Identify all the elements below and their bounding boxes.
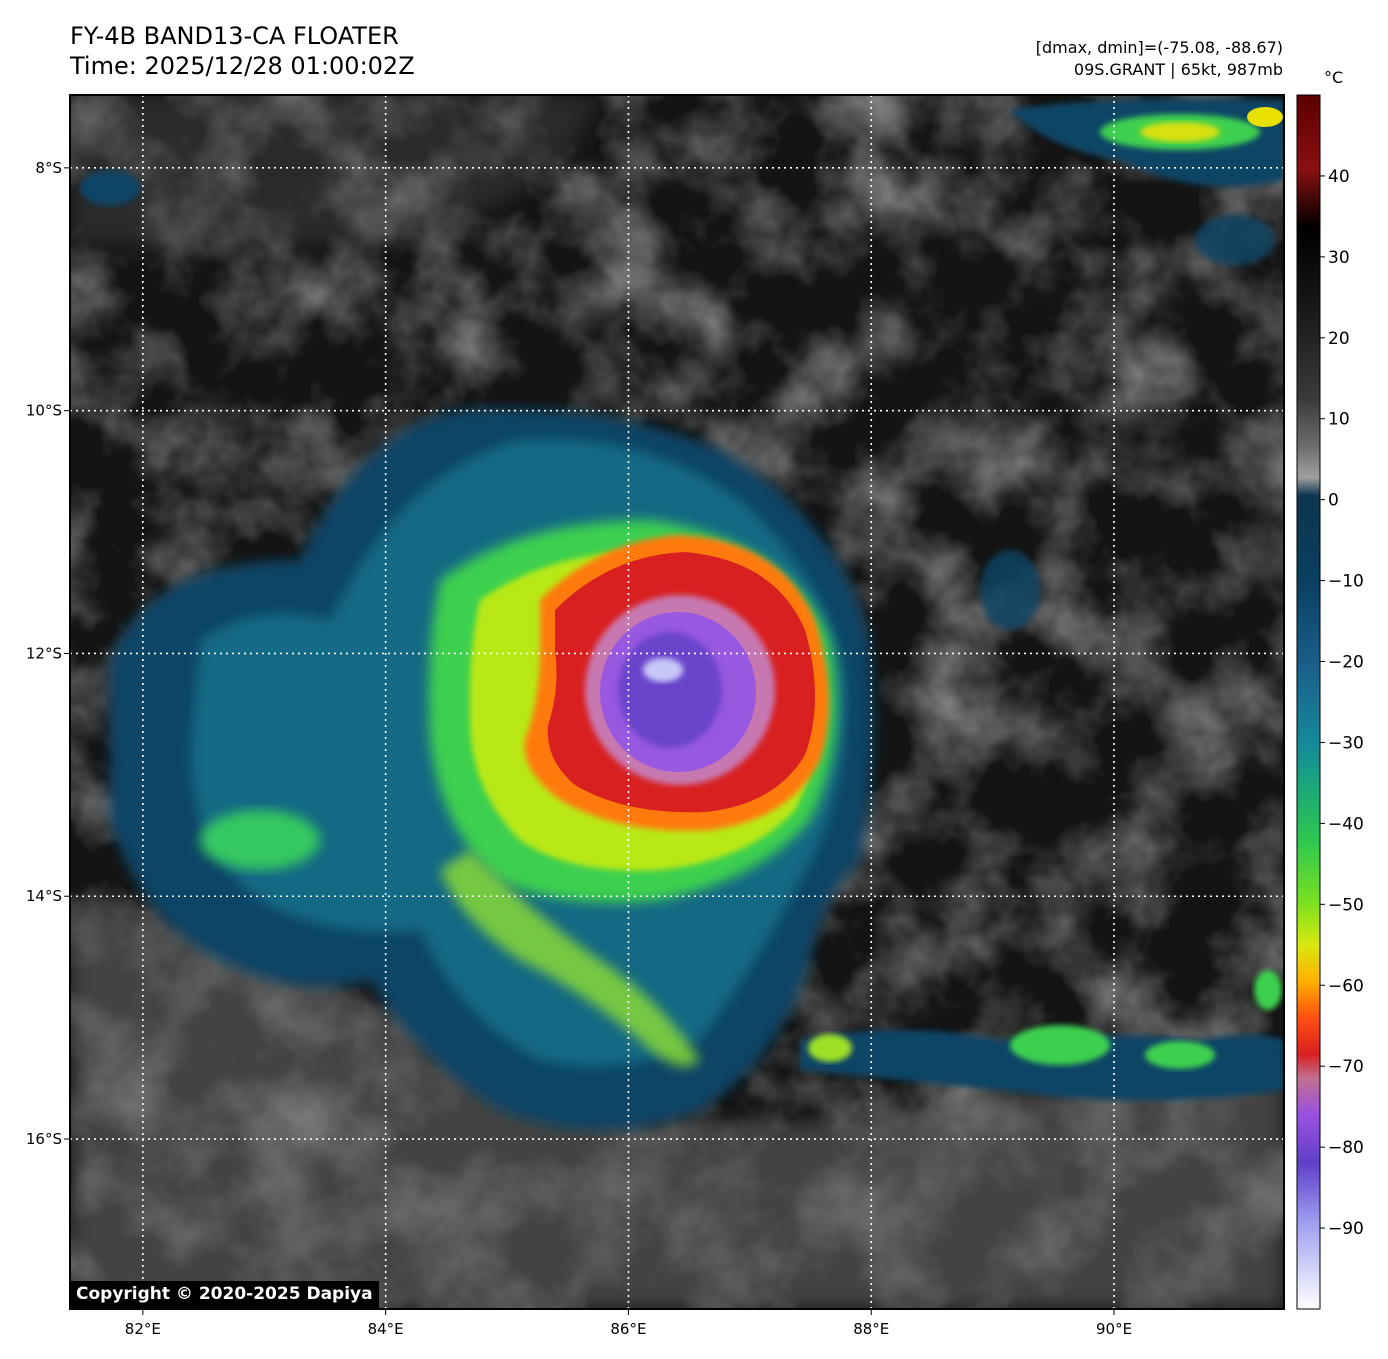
colorbar-tick-label: −20	[1328, 653, 1364, 673]
colorbar-tick-label: 40	[1328, 167, 1350, 187]
storm-info-text: 09S.GRANT | 65kt, 987mb	[1073, 60, 1283, 79]
colorbar	[1296, 94, 1321, 1310]
lat-tick-label: 8°S	[35, 159, 62, 177]
lon-tick-label: 90°E	[1096, 1320, 1132, 1338]
lon-tick-label: 82°E	[125, 1320, 161, 1338]
colorbar-tick-label: −80	[1328, 1138, 1364, 1158]
title-line-2: Time: 2025/12/28 01:00:02Z	[70, 52, 415, 80]
map-axes: 82°E 84°E 86°E 88°E 90°E 8°S 10°S 12°S 14°S 16°S	[26, 159, 1132, 1338]
lat-tick-label: 10°S	[26, 402, 62, 420]
lat-tick-label: 14°S	[26, 887, 62, 905]
copyright-label: Copyright © 2020-2025 Dapiya	[71, 1281, 379, 1308]
colorbar-tick-label: 0	[1328, 491, 1339, 511]
colorbar-tick-label: 30	[1328, 248, 1350, 268]
colorbar-tick-label: −70	[1328, 1057, 1364, 1077]
title-line-1: FY-4B BAND13-CA FLOATER	[70, 22, 399, 50]
lon-tick-label: 86°E	[610, 1320, 646, 1338]
colorbar-tick-label: −50	[1328, 895, 1364, 915]
lat-tick-label: 12°S	[26, 644, 62, 662]
colorbar-ticks: 40 30 20 10 0 −10 −20 −30 −40 −50 −60 −70 −80 −90	[1320, 167, 1364, 1239]
grid-lines	[70, 95, 1284, 1309]
dmax-dmin-text: [dmax, dmin]=(-75.08, -88.67)	[1035, 38, 1283, 57]
lon-tick-label: 84°E	[368, 1320, 404, 1338]
map-border	[69, 94, 1285, 1310]
colorbar-tick-label: 20	[1328, 329, 1350, 349]
colorbar-tick-label: 10	[1328, 410, 1350, 430]
colorbar-tick-label: −30	[1328, 733, 1364, 753]
colorbar-unit: °C	[1324, 68, 1344, 87]
colorbar-tick-label: −40	[1328, 814, 1364, 834]
colorbar-tick-label: −90	[1328, 1219, 1364, 1239]
colorbar-tick-label: −10	[1328, 572, 1364, 592]
lon-tick-label: 88°E	[853, 1320, 889, 1338]
colorbar-tick-label: −60	[1328, 976, 1364, 996]
ir-imagery	[70, 95, 1284, 1309]
lat-tick-label: 16°S	[26, 1130, 62, 1148]
